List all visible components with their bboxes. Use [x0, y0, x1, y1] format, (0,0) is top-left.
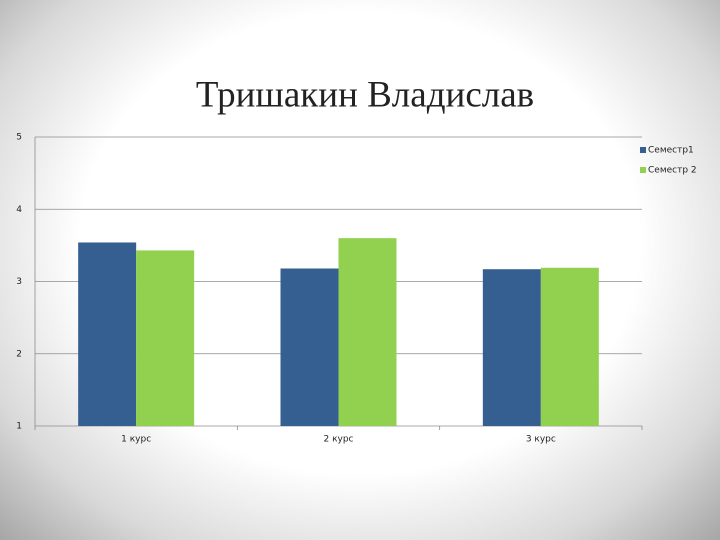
bar	[280, 268, 339, 426]
chart-title: Тришакин Владислав	[196, 74, 534, 115]
legend-swatch	[640, 167, 646, 173]
x-tick-label: 1 курс	[121, 435, 151, 445]
legend-label: Семестр 2	[648, 166, 697, 176]
x-tick-label: 3 курс	[526, 435, 556, 445]
y-tick-label: 5	[16, 133, 22, 143]
y-tick-label: 4	[16, 205, 22, 215]
y-tick-label: 1	[16, 422, 22, 432]
bar	[482, 269, 541, 426]
y-tick-label: 2	[16, 349, 22, 359]
bar	[540, 267, 599, 426]
bar	[136, 250, 195, 426]
y-tick-label: 3	[16, 277, 22, 287]
legend-swatch	[640, 147, 646, 153]
bar	[78, 242, 137, 426]
legend-label: Семестр1	[648, 146, 694, 156]
x-tick-label: 2 курс	[323, 435, 353, 445]
bar	[338, 238, 397, 426]
